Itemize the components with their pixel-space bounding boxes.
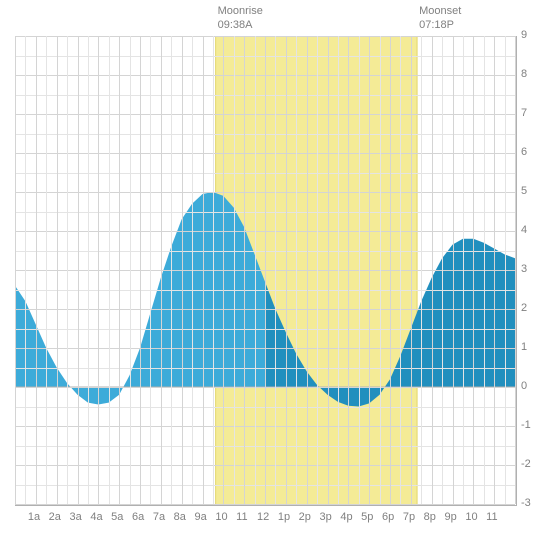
moonset-title: Moonset	[419, 5, 461, 17]
gridline-v	[244, 36, 245, 504]
y-tick-label: -2	[521, 458, 531, 470]
gridline-v	[203, 36, 204, 504]
x-tick-label: 11	[486, 511, 497, 523]
moonset-label: Moonset 07:18P	[419, 4, 461, 33]
x-tick-label: 2p	[299, 511, 311, 523]
x-tick-label: 7p	[403, 511, 415, 523]
x-tick-label: 5p	[361, 511, 373, 523]
gridline-v	[463, 36, 464, 504]
gridline-v	[515, 36, 516, 504]
gridline-v	[150, 36, 151, 504]
moonset-time: 07:18P	[419, 19, 454, 31]
x-tick-label: 10	[215, 511, 227, 523]
gridline-v	[130, 36, 131, 504]
gridline-v	[36, 36, 37, 504]
gridline-v	[432, 36, 433, 504]
gridline-v	[171, 36, 172, 504]
y-tick-label: 6	[521, 146, 527, 158]
x-tick-label: 2a	[49, 511, 61, 523]
x-tick-label: 4a	[90, 511, 102, 523]
y-tick-label: 8	[521, 68, 527, 80]
x-tick-label: 9a	[195, 511, 207, 523]
x-tick-label: 3a	[70, 511, 82, 523]
gridline-v	[140, 36, 141, 504]
y-tick-label: 5	[521, 185, 527, 197]
gridline-v	[255, 36, 256, 504]
gridline-v	[380, 36, 381, 504]
x-tick-label: 12	[257, 511, 269, 523]
gridline-v	[296, 36, 297, 504]
gridline-v	[359, 36, 360, 504]
x-tick-label: 11	[236, 511, 247, 523]
gridline-v	[484, 36, 485, 504]
y-tick-label: 0	[521, 380, 527, 392]
gridline-v	[369, 36, 370, 504]
y-tick-label: 2	[521, 302, 527, 314]
y-tick-label: 4	[521, 224, 527, 236]
gridline-v	[57, 36, 58, 504]
tide-chart: -3-2-101234567891a2a3a4a5a6a7a8a9a101112…	[0, 0, 550, 550]
x-tick-label: 4p	[340, 511, 352, 523]
y-tick-label: 3	[521, 263, 527, 275]
gridline-v	[421, 36, 422, 504]
gridline-v	[317, 36, 318, 504]
gridline-v	[307, 36, 308, 504]
gridline-v	[442, 36, 443, 504]
gridline-v	[25, 36, 26, 504]
x-tick-label: 1p	[278, 511, 290, 523]
gridline-v	[161, 36, 162, 504]
gridline-v	[109, 36, 110, 504]
gridline-v	[234, 36, 235, 504]
y-tick-label: 9	[521, 29, 527, 41]
gridline-v	[400, 36, 401, 504]
moonrise-label: Moonrise 09:38A	[218, 4, 263, 33]
gridline-h	[15, 504, 515, 505]
gridline-v	[213, 36, 214, 504]
x-tick-label: 10	[465, 511, 477, 523]
gridline-v	[223, 36, 224, 504]
gridline-v	[192, 36, 193, 504]
gridline-v	[505, 36, 506, 504]
gridline-v	[78, 36, 79, 504]
gridline-v	[88, 36, 89, 504]
gridline-v	[15, 36, 16, 504]
gridline-v	[338, 36, 339, 504]
gridline-v	[328, 36, 329, 504]
y-tick-label: -3	[521, 497, 531, 509]
gridline-v	[390, 36, 391, 504]
x-tick-label: 6p	[382, 511, 394, 523]
x-tick-label: 7a	[153, 511, 165, 523]
x-tick-label: 8a	[174, 511, 186, 523]
gridline-v	[275, 36, 276, 504]
gridline-v	[494, 36, 495, 504]
y-tick-label: 1	[521, 341, 527, 353]
x-tick-label: 3p	[320, 511, 332, 523]
gridline-v	[46, 36, 47, 504]
moonrise-title: Moonrise	[218, 5, 263, 17]
x-tick-label: 1a	[28, 511, 40, 523]
gridline-v	[67, 36, 68, 504]
gridline-v	[348, 36, 349, 504]
gridline-v	[411, 36, 412, 504]
y-tick-label: -1	[521, 419, 531, 431]
gridline-v	[473, 36, 474, 504]
x-tick-label: 5a	[111, 511, 123, 523]
gridline-v	[182, 36, 183, 504]
y-tick-label: 7	[521, 107, 527, 119]
x-tick-label: 8p	[424, 511, 436, 523]
gridline-v	[453, 36, 454, 504]
gridline-v	[98, 36, 99, 504]
moonrise-time: 09:38A	[218, 19, 253, 31]
x-tick-label: 9p	[445, 511, 457, 523]
gridline-v	[119, 36, 120, 504]
gridline-v	[286, 36, 287, 504]
x-tick-label: 6a	[132, 511, 144, 523]
gridline-v	[265, 36, 266, 504]
